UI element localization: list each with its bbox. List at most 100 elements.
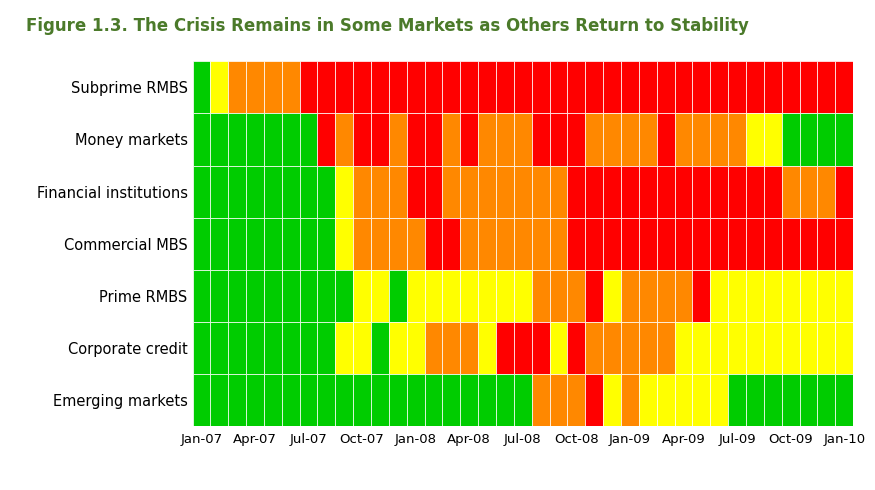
- Bar: [603, 322, 621, 374]
- Bar: [836, 374, 853, 426]
- Bar: [424, 270, 443, 322]
- Bar: [603, 61, 621, 113]
- Bar: [354, 166, 371, 218]
- Bar: [354, 61, 371, 113]
- Bar: [710, 166, 728, 218]
- Bar: [192, 61, 210, 113]
- Bar: [710, 270, 728, 322]
- Bar: [282, 218, 299, 270]
- Bar: [621, 166, 639, 218]
- Bar: [460, 113, 478, 166]
- Bar: [407, 218, 424, 270]
- Bar: [764, 374, 781, 426]
- Bar: [781, 374, 800, 426]
- Bar: [246, 322, 264, 374]
- Bar: [675, 166, 692, 218]
- Bar: [836, 218, 853, 270]
- Bar: [675, 374, 692, 426]
- Bar: [318, 166, 335, 218]
- Bar: [496, 113, 514, 166]
- Bar: [836, 166, 853, 218]
- Bar: [318, 322, 335, 374]
- Bar: [817, 270, 836, 322]
- Bar: [514, 166, 532, 218]
- Bar: [460, 270, 478, 322]
- Bar: [746, 374, 764, 426]
- Bar: [299, 374, 318, 426]
- Bar: [817, 374, 836, 426]
- Bar: [192, 218, 210, 270]
- Bar: [728, 322, 746, 374]
- Bar: [710, 218, 728, 270]
- Bar: [318, 218, 335, 270]
- Bar: [764, 270, 781, 322]
- Bar: [550, 166, 568, 218]
- Bar: [710, 113, 728, 166]
- Bar: [621, 322, 639, 374]
- Bar: [639, 270, 657, 322]
- Bar: [496, 166, 514, 218]
- Bar: [585, 61, 603, 113]
- Bar: [746, 166, 764, 218]
- Bar: [728, 374, 746, 426]
- Bar: [478, 322, 496, 374]
- Bar: [639, 322, 657, 374]
- Bar: [210, 113, 228, 166]
- Bar: [692, 166, 710, 218]
- Bar: [657, 270, 675, 322]
- Bar: [460, 374, 478, 426]
- Bar: [246, 218, 264, 270]
- Bar: [210, 166, 228, 218]
- Bar: [800, 374, 817, 426]
- Bar: [568, 270, 585, 322]
- Bar: [282, 61, 299, 113]
- Bar: [817, 166, 836, 218]
- Bar: [496, 374, 514, 426]
- Bar: [282, 374, 299, 426]
- Bar: [443, 113, 460, 166]
- Bar: [335, 61, 354, 113]
- Bar: [264, 218, 282, 270]
- Bar: [639, 113, 657, 166]
- Bar: [210, 61, 228, 113]
- Bar: [728, 61, 746, 113]
- Bar: [354, 113, 371, 166]
- Bar: [550, 374, 568, 426]
- Bar: [388, 61, 407, 113]
- Bar: [478, 218, 496, 270]
- Bar: [371, 218, 388, 270]
- Bar: [568, 61, 585, 113]
- Bar: [424, 218, 443, 270]
- Bar: [781, 322, 800, 374]
- Bar: [603, 270, 621, 322]
- Bar: [764, 113, 781, 166]
- Bar: [585, 270, 603, 322]
- Bar: [621, 113, 639, 166]
- Bar: [657, 166, 675, 218]
- Bar: [371, 166, 388, 218]
- Bar: [443, 218, 460, 270]
- Bar: [228, 61, 246, 113]
- Bar: [264, 113, 282, 166]
- Bar: [318, 270, 335, 322]
- Bar: [836, 322, 853, 374]
- Bar: [657, 374, 675, 426]
- Bar: [299, 218, 318, 270]
- Bar: [621, 218, 639, 270]
- Bar: [228, 218, 246, 270]
- Bar: [496, 270, 514, 322]
- Bar: [585, 374, 603, 426]
- Bar: [764, 322, 781, 374]
- Bar: [621, 270, 639, 322]
- Bar: [550, 322, 568, 374]
- Bar: [746, 61, 764, 113]
- Bar: [692, 374, 710, 426]
- Bar: [478, 61, 496, 113]
- Bar: [388, 270, 407, 322]
- Bar: [710, 374, 728, 426]
- Bar: [585, 218, 603, 270]
- Bar: [388, 374, 407, 426]
- Bar: [192, 374, 210, 426]
- Bar: [407, 270, 424, 322]
- Bar: [478, 374, 496, 426]
